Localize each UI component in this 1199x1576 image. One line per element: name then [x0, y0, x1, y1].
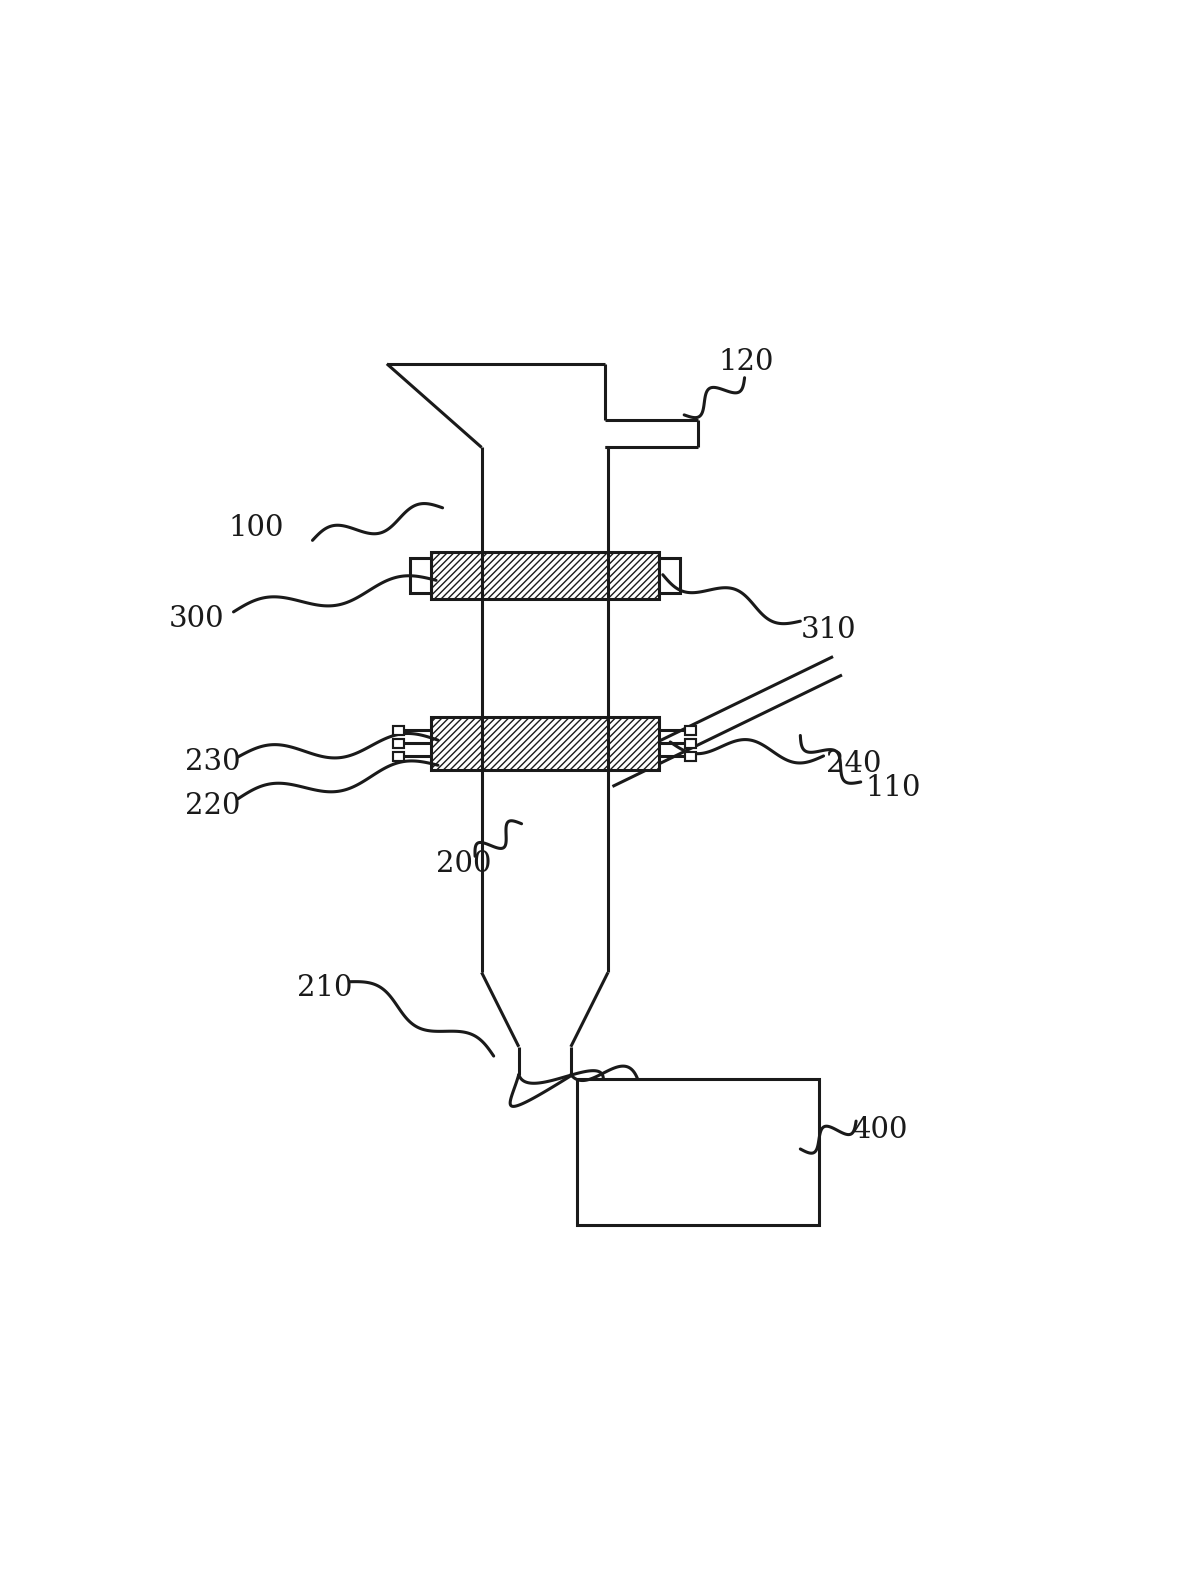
Bar — [685, 739, 697, 747]
Bar — [393, 739, 404, 747]
Bar — [430, 717, 659, 769]
Text: 120: 120 — [718, 348, 775, 377]
Bar — [685, 727, 697, 734]
Text: 300: 300 — [168, 605, 224, 632]
Text: 220: 220 — [185, 793, 241, 821]
Text: 210: 210 — [296, 974, 353, 1002]
Text: 200: 200 — [436, 849, 492, 878]
Text: 230: 230 — [185, 749, 241, 775]
Bar — [430, 717, 659, 769]
Text: 240: 240 — [826, 750, 881, 777]
Text: 110: 110 — [866, 774, 921, 802]
Bar — [685, 752, 697, 761]
Text: 100: 100 — [229, 514, 284, 542]
Bar — [659, 558, 680, 593]
Text: 400: 400 — [852, 1116, 908, 1144]
Bar — [430, 553, 659, 599]
Bar — [430, 553, 659, 599]
Text: 310: 310 — [801, 616, 856, 645]
Bar — [393, 727, 404, 734]
Bar — [410, 558, 430, 593]
Bar — [393, 752, 404, 761]
Bar — [578, 1080, 819, 1225]
